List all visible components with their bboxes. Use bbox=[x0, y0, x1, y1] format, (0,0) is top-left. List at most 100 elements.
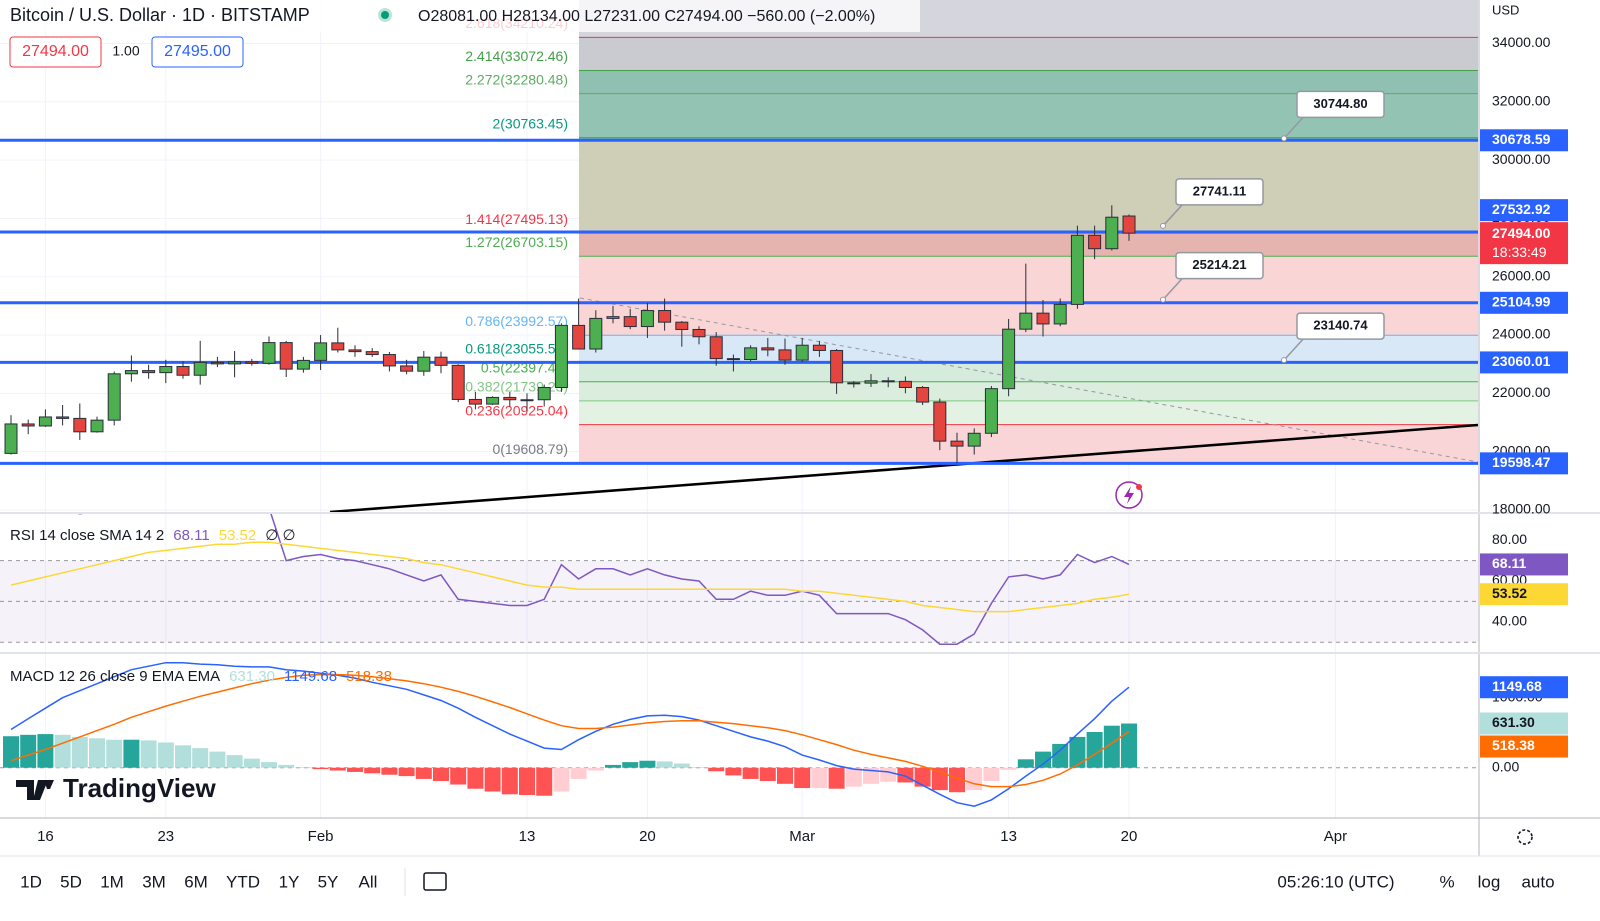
candle-body bbox=[864, 380, 878, 384]
histogram-bar bbox=[106, 739, 123, 768]
range-button[interactable]: 1M bbox=[100, 872, 124, 891]
x-tick-label: 20 bbox=[639, 828, 656, 845]
y-tick-label: 24000.00 bbox=[1492, 326, 1551, 342]
range-button[interactable]: 1D bbox=[20, 872, 42, 891]
histogram-bar bbox=[983, 767, 1000, 782]
candle-body bbox=[537, 386, 551, 401]
candle-body bbox=[1053, 303, 1067, 325]
histogram-bar bbox=[587, 767, 604, 771]
alert-dot bbox=[1136, 484, 1142, 490]
histogram-bar bbox=[1121, 723, 1138, 768]
x-tick-label: 23 bbox=[157, 828, 174, 845]
candle-body bbox=[984, 388, 998, 434]
histogram-bar bbox=[381, 767, 398, 775]
y-tick-label: 22000.00 bbox=[1492, 384, 1551, 400]
range-button[interactable]: 3M bbox=[142, 872, 166, 891]
candle-body bbox=[451, 364, 465, 400]
histogram-bar bbox=[484, 767, 501, 792]
buy-button[interactable] bbox=[151, 36, 244, 68]
candle-body bbox=[176, 366, 190, 376]
candle-body bbox=[296, 359, 310, 370]
macd-title: MACD 12 26 close 9 EMA EMA bbox=[10, 668, 220, 685]
candle-body bbox=[486, 396, 500, 405]
histogram-bar bbox=[278, 764, 295, 768]
ohlc: O28081.00 H28134.00 L27231.00 C27494.00 … bbox=[418, 8, 875, 25]
histogram-bar bbox=[312, 767, 329, 770]
clock: 05:26:10 (UTC) bbox=[1277, 872, 1394, 891]
candle-body bbox=[520, 399, 534, 402]
x-tick-label: 20 bbox=[1121, 828, 1138, 845]
fib-zone bbox=[579, 233, 1478, 257]
fib-label: 0.236(20925.04) bbox=[465, 402, 568, 418]
countdown: 18:33:49 bbox=[1492, 244, 1547, 260]
candle-body bbox=[228, 361, 242, 365]
candle-body bbox=[90, 419, 104, 433]
histogram-bar bbox=[140, 740, 157, 768]
value-badge-label: 518.38 bbox=[1492, 737, 1535, 753]
histogram-bar bbox=[243, 758, 260, 768]
candle-body bbox=[365, 351, 379, 356]
trendline bbox=[329, 423, 1479, 514]
range-button[interactable]: 1Y bbox=[279, 872, 300, 891]
fib-label: 2.414(33072.46) bbox=[465, 48, 568, 64]
sell-button[interactable] bbox=[9, 36, 102, 68]
histogram-bar bbox=[519, 767, 536, 796]
candle-body bbox=[554, 324, 568, 388]
fib-label: 0.618(23055.58) bbox=[465, 340, 568, 356]
histogram-bar bbox=[570, 767, 587, 779]
histogram-bar bbox=[450, 767, 467, 785]
rsi-legend-value: 68.11 bbox=[173, 527, 209, 544]
candle-body bbox=[744, 347, 758, 361]
candle-body bbox=[692, 328, 706, 338]
candle-body bbox=[1036, 312, 1050, 325]
log-toggle[interactable]: log bbox=[1478, 872, 1501, 891]
candle-body bbox=[1088, 234, 1102, 250]
toolbar: 1D 5D 1M 3M 6M YTD 1Y 5Y All 05:26:10 (UTC)% log au… bbox=[20, 872, 1554, 891]
range-button[interactable]: 5D bbox=[60, 872, 82, 891]
date-range-icon[interactable] bbox=[423, 872, 447, 891]
histogram-bar bbox=[880, 767, 897, 782]
candle-body bbox=[812, 344, 826, 351]
histogram-bar bbox=[1000, 767, 1017, 770]
x-tick-label: Mar bbox=[789, 828, 815, 845]
histogram-bar bbox=[914, 767, 931, 787]
percent-toggle[interactable]: % bbox=[1439, 872, 1454, 891]
range-button[interactable]: YTD bbox=[226, 872, 260, 891]
fib-zone bbox=[579, 137, 1478, 234]
callout-anchor bbox=[1281, 135, 1287, 142]
candle-body bbox=[124, 370, 138, 375]
alert-bolt bbox=[1124, 486, 1134, 504]
last-price-label: 27494.00 bbox=[1492, 225, 1551, 241]
macd-legend-value: 631.30 bbox=[229, 668, 275, 685]
value-badge-label: 631.30 bbox=[1492, 714, 1535, 730]
candle-body bbox=[38, 416, 52, 427]
rsi-title: RSI 14 close SMA 14 2 bbox=[10, 527, 164, 544]
histogram-bar bbox=[364, 767, 381, 774]
histogram-bar bbox=[329, 767, 346, 771]
candle-body bbox=[331, 342, 345, 351]
callout-pointer bbox=[1162, 203, 1184, 227]
histogram-bar bbox=[639, 760, 656, 768]
candle-body bbox=[916, 386, 930, 403]
histogram-bar bbox=[347, 767, 364, 772]
candle-body bbox=[933, 401, 947, 442]
callout-pointer bbox=[1162, 277, 1184, 301]
candle-body bbox=[434, 356, 448, 366]
range-button[interactable]: All bbox=[359, 872, 378, 891]
candle-body bbox=[640, 310, 654, 328]
value-badge bbox=[1480, 553, 1568, 576]
candle-body bbox=[159, 366, 173, 374]
settings-icon[interactable] bbox=[1517, 829, 1533, 845]
histogram-bar bbox=[828, 767, 845, 789]
histogram-bar bbox=[1103, 725, 1120, 768]
auto-toggle[interactable]: auto bbox=[1521, 872, 1554, 891]
y-tick-label: 34000.00 bbox=[1492, 34, 1551, 50]
rsi-legend-suffix: ∅ ∅ bbox=[265, 527, 295, 544]
range-button[interactable]: 5Y bbox=[318, 872, 339, 891]
price-badge-label: 25104.99 bbox=[1492, 294, 1551, 310]
spread: 1.00 bbox=[112, 43, 139, 59]
range-button[interactable]: 6M bbox=[184, 872, 208, 891]
histogram-bar bbox=[467, 767, 484, 789]
candle-body bbox=[795, 344, 809, 361]
